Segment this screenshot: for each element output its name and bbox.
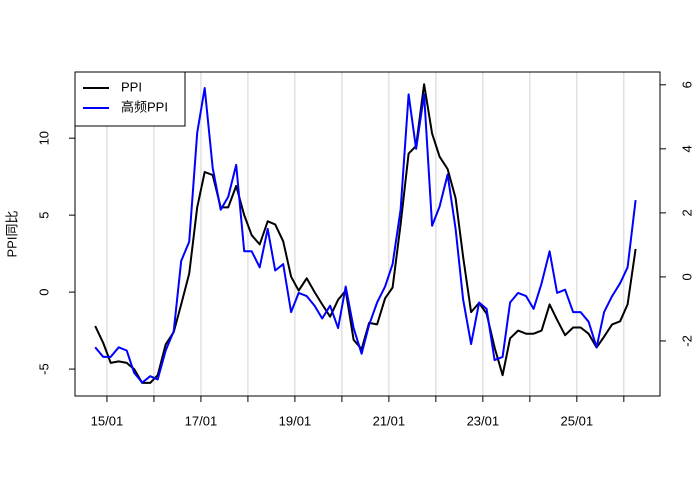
x-tick-label: 17/01 xyxy=(185,413,218,428)
y2-tick-label: 2 xyxy=(679,209,694,216)
x-tick-label: 21/01 xyxy=(373,413,406,428)
y2-tick-label: 0 xyxy=(679,273,694,280)
y-tick-label: 0 xyxy=(36,288,51,295)
series-line xyxy=(94,87,637,384)
plot-frame xyxy=(74,71,661,397)
x-tick-label: 25/01 xyxy=(561,413,594,428)
x-tick-label: 15/01 xyxy=(91,413,124,428)
y-tick-label: -5 xyxy=(36,363,51,375)
legend-label: PPI xyxy=(121,79,142,94)
y-axis-label: PPI同比 xyxy=(4,211,19,258)
y-tick-label: 5 xyxy=(36,212,51,219)
y2-tick-label: 4 xyxy=(679,145,694,152)
x-tick-label: 19/01 xyxy=(279,413,312,428)
x-tick-label: 23/01 xyxy=(467,413,500,428)
legend-box xyxy=(74,71,186,127)
legend-label: 高频PPI xyxy=(121,99,168,114)
y2-tick-label: -2 xyxy=(679,335,694,347)
y-tick-label: 10 xyxy=(36,131,51,145)
y2-tick-label: 6 xyxy=(679,81,694,88)
